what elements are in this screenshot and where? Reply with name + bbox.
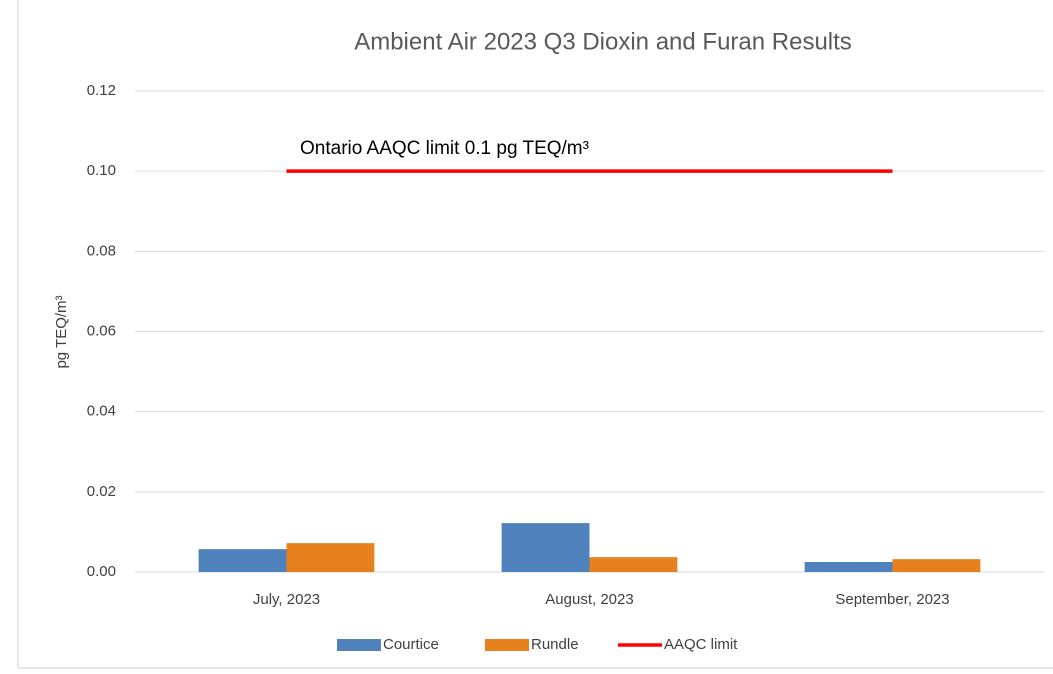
y-tick-label: 0.06: [87, 322, 116, 339]
legend-label: Courtice: [383, 636, 439, 653]
bar: [501, 523, 590, 572]
x-tick-label: August, 2023: [545, 591, 633, 608]
bar: [892, 559, 981, 572]
y-tick-label: 0.02: [87, 483, 116, 500]
x-tick-label: July, 2023: [253, 591, 320, 608]
chart-title: Ambient Air 2023 Q3 Dioxin and Furan Res…: [354, 28, 852, 55]
y-axis-label: pg TEQ/m³: [53, 295, 70, 368]
legend-swatch: [485, 639, 529, 651]
bar: [589, 557, 678, 572]
legend-label: AAQC limit: [664, 636, 738, 653]
y-tick-label: 0.12: [87, 82, 116, 99]
bar: [286, 543, 375, 572]
legend-swatch: [337, 639, 381, 651]
bar: [804, 561, 893, 572]
y-tick-label: 0.04: [87, 403, 116, 420]
y-tick-label: 0.08: [87, 242, 116, 259]
y-tick-label: 0.10: [87, 162, 116, 179]
bar: [198, 549, 287, 572]
annotation: Ontario AAQC limit 0.1 pg TEQ/m³: [300, 138, 589, 159]
x-tick-label: September, 2023: [835, 591, 949, 608]
y-tick-label: 0.00: [87, 563, 116, 580]
legend-label: Rundle: [531, 636, 579, 653]
